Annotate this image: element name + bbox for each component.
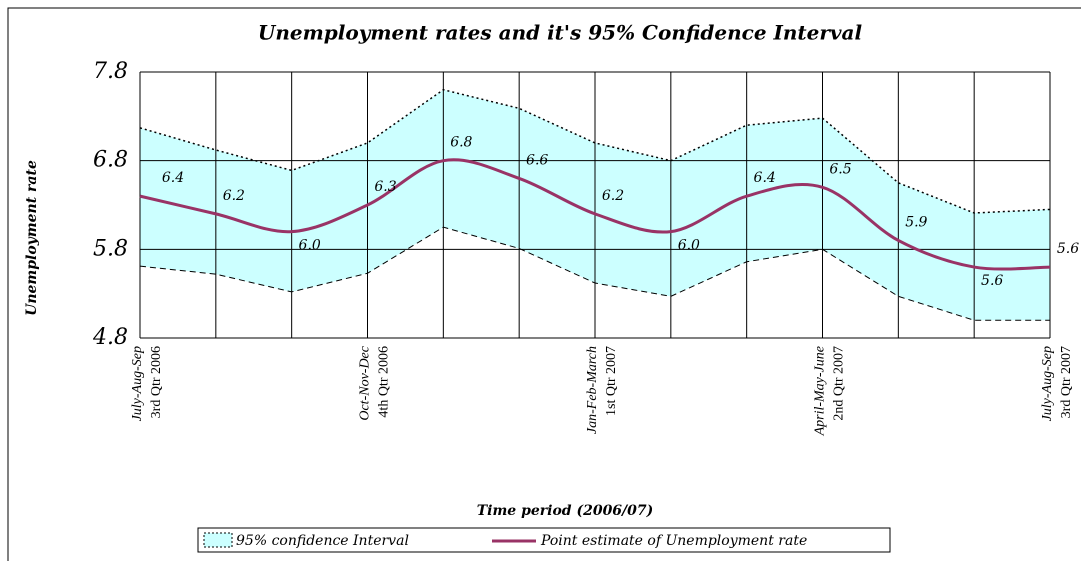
point-estimate-line — [139, 158, 1051, 271]
x-tick-label: July-Aug-Sep — [1040, 346, 1055, 421]
y-tick-label: 6.8 — [93, 148, 128, 173]
data-label: 5.9 — [905, 214, 927, 230]
data-label: 6.5 — [829, 161, 851, 177]
data-label: 6.8 — [450, 135, 472, 151]
y-tick-label: 7.8 — [93, 59, 128, 84]
x-tick-label: July-Aug-Sep — [130, 346, 145, 421]
data-label: 6.6 — [526, 152, 548, 168]
data-label: 6.2 — [223, 188, 245, 204]
chart-title: Unemployment rates and it's 95% Confiden… — [258, 21, 863, 45]
legend-swatch — [203, 532, 233, 548]
x-tick-label: Jan-Feb-March — [585, 346, 600, 434]
y-axis-title: Unemployment rate — [24, 160, 40, 316]
data-label: 6.4 — [754, 170, 776, 186]
x-axis-title: Time period (2006/07) — [477, 503, 654, 519]
y-tick-label: 4.8 — [92, 325, 128, 350]
legend-label: 95% confidence Interval — [236, 533, 409, 549]
data-label: 5.6 — [1057, 241, 1079, 257]
data-label: 5.6 — [981, 273, 1003, 289]
quarter-label: 2nd Qtr 2007 — [832, 346, 847, 421]
lower-bound — [139, 226, 1050, 321]
x-tick-label: April-May-June — [813, 346, 828, 436]
data-label: 6.2 — [602, 188, 624, 204]
y-tick-label: 5.8 — [93, 236, 128, 261]
quarter-label: 3rd Qtr 2007 — [1059, 346, 1074, 418]
data-label: 6.0 — [678, 238, 700, 254]
legend-label: Point estimate of Unemployment rate — [540, 533, 807, 549]
x-tick-label: Oct-Nov-Dec — [358, 345, 373, 420]
legend-box — [197, 527, 891, 553]
data-label: 6.3 — [374, 179, 396, 195]
data-label: 6.0 — [299, 238, 321, 254]
quarter-label: 4th Qtr 2006 — [377, 346, 392, 418]
quarter-label: 3rd Qtr 2006 — [149, 346, 164, 418]
quarter-label: 1st Qtr 2007 — [604, 346, 619, 416]
data-label: 6.4 — [162, 170, 184, 186]
